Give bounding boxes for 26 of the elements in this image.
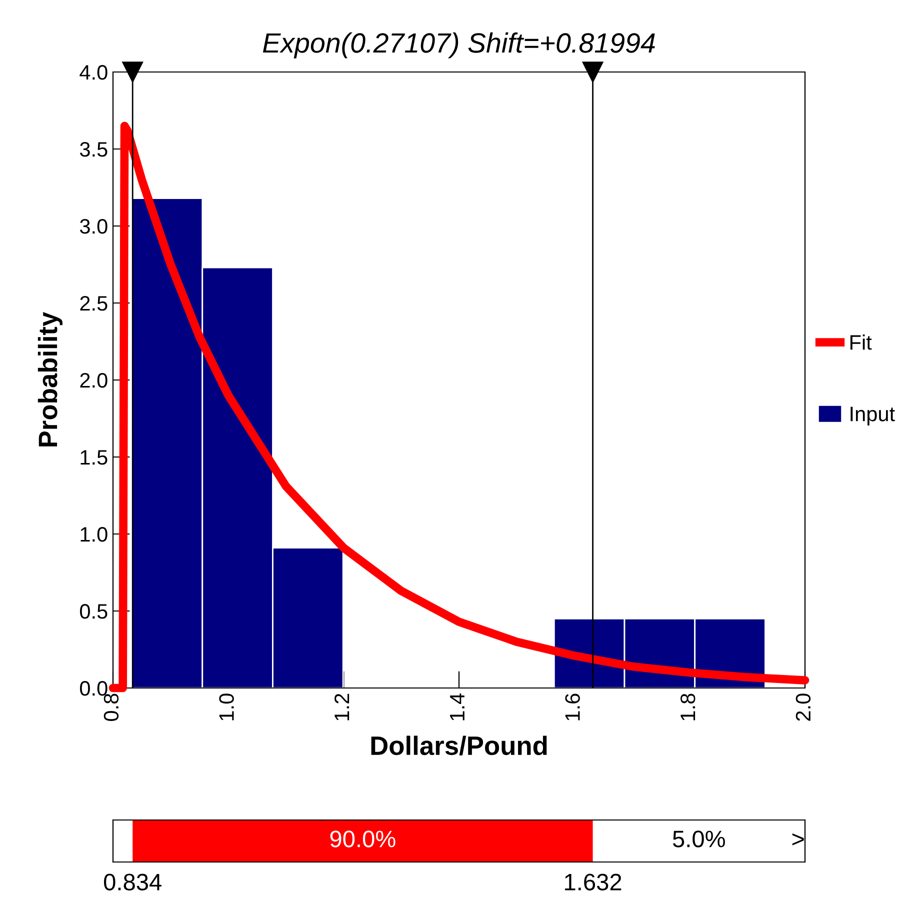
legend-label: Fit [850,334,872,350]
x-tick-label: 0.834 [104,874,162,890]
y-axis-title: Probability [38,312,63,446]
x-tick-label: 0.8 [104,694,119,722]
x-tick-label: 1.4 [450,693,464,720]
annotation: 5.0% [672,830,725,848]
x-tick-label: 1.6 [565,694,580,720]
annotation: > [792,833,804,846]
y-tick-label: 3.5 [80,142,108,157]
annotation: 90.0% [330,830,396,848]
y-tick-label: 1.5 [80,450,108,465]
x-tick-label: 2.0 [796,694,811,721]
x-tick-label: 1.8 [680,694,696,720]
y-tick-label: 3.0 [80,219,108,234]
y-tick-label: 4.0 [80,65,108,80]
y-tick-label: 0.5 [80,604,108,619]
y-tick-label: 2.0 [80,373,108,388]
y-tick-label: 2.5 [80,296,108,311]
x-axis-title: Dollars/Pound [371,736,547,756]
x-tick-label: 1.2 [334,694,350,720]
y-tick-label: 0.0 [80,681,108,696]
x-tick-label: 1.0 [219,694,234,720]
legend-label: Input [850,406,895,426]
chart-title: Expon(0.27107) Shift=+0.81994 [262,32,655,58]
x-tick-label: 1.632 [565,874,622,890]
y-tick-label: 1.0 [80,527,108,542]
